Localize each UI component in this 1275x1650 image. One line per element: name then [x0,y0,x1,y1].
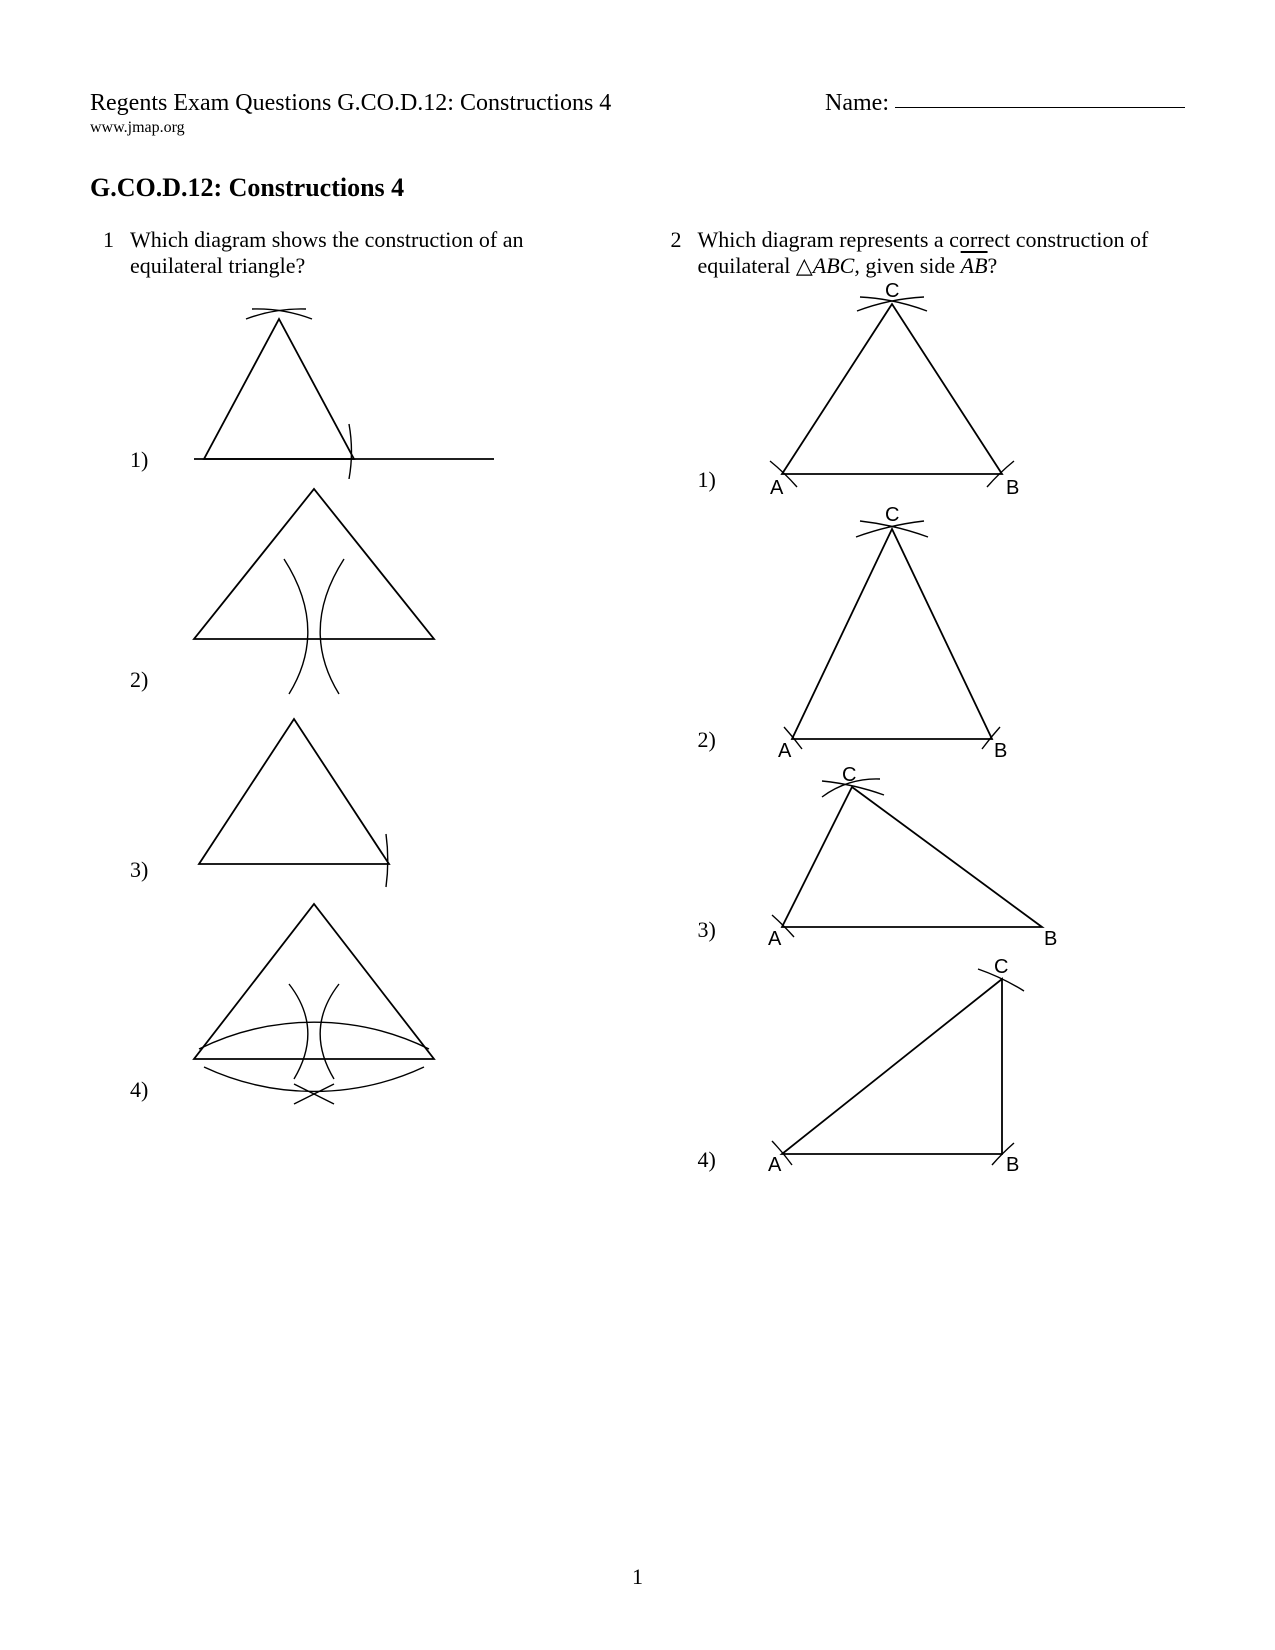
site-url: www.jmap.org [90,119,611,137]
option-label: 2) [698,727,728,759]
name-field: Name: [825,90,1185,117]
q2-option-1: 1) [698,279,1186,499]
option-label: 3) [698,917,728,949]
vertex-label-A: A [768,928,782,949]
vertex-label-B: B [1006,477,1019,499]
two-column-layout: 1 Which diagram shows the construction o… [90,227,1185,1179]
text-segment: ABC [813,253,855,278]
labeled-triangle-diagram-icon: A B C [742,499,1042,759]
option-label: 3) [130,857,160,889]
vertex-label-A: A [768,1154,782,1176]
q2-option-4: 4) [698,949,1186,1179]
header-row: Regents Exam Questions G.CO.D.12: Constr… [90,90,1185,137]
text-segment: , given side [854,253,960,278]
worksheet-page: Regents Exam Questions G.CO.D.12: Constr… [0,0,1275,1650]
triangle-diagram-icon [174,699,434,889]
question-number: 2 [658,227,682,1179]
q1-option-3: 3) [130,699,618,889]
triangle-symbol: △ [796,253,813,278]
q1-option-1: 1) [130,279,618,479]
vertex-label-B: B [994,740,1007,759]
vertex-label-C: C [885,504,899,526]
question-1: 1 Which diagram shows the construction o… [90,227,618,1109]
option-label: 2) [130,667,160,699]
triangle-diagram-icon [174,279,504,479]
question-text: Which diagram represents a correct const… [698,227,1186,279]
labeled-triangle-diagram-icon: A B C [742,759,1062,949]
name-blank-line[interactable] [895,107,1185,108]
q1-option-4: 4) [130,889,618,1109]
vertex-label-A: A [778,740,792,759]
triangle-diagram-icon [174,889,454,1109]
header-left: Regents Exam Questions G.CO.D.12: Constr… [90,90,611,137]
option-label: 4) [698,1147,728,1179]
question-number: 1 [90,227,114,1109]
vertex-label-C: C [994,956,1008,978]
page-number: 1 [0,1564,1275,1590]
vertex-label-A: A [770,477,784,499]
q2-option-3: 3) A [698,759,1186,949]
vertex-label-B: B [1044,928,1057,949]
question-body: Which diagram represents a correct const… [698,227,1186,1179]
question-text: Which diagram shows the construction of … [130,227,618,279]
triangle-diagram-icon [174,479,454,699]
vertex-label-C: C [885,280,899,302]
column-left: 1 Which diagram shows the construction o… [90,227,618,1179]
labeled-triangle-diagram-icon: A B C [742,279,1042,499]
option-label: 4) [130,1077,160,1109]
name-label: Name: [825,90,889,116]
question-2: 2 Which diagram represents a correct con… [658,227,1186,1179]
segment-AB: AB [961,253,988,278]
q1-option-2: 2) [130,479,618,699]
section-title: G.CO.D.12: Constructions 4 [90,173,1185,203]
vertex-label-C: C [842,764,856,786]
question-body: Which diagram shows the construction of … [130,227,618,1109]
q2-option-2: 2) [698,499,1186,759]
labeled-triangle-diagram-icon: A B C [742,949,1042,1179]
text-segment: ? [988,253,998,278]
column-right: 2 Which diagram represents a correct con… [658,227,1186,1179]
option-label: 1) [130,447,160,479]
option-label: 1) [698,467,728,499]
exam-title: Regents Exam Questions G.CO.D.12: Constr… [90,90,611,117]
vertex-label-B: B [1006,1154,1019,1176]
